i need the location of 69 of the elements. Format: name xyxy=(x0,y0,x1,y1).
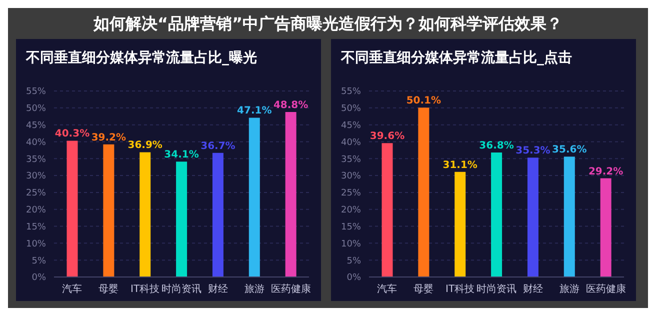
data-label: 36.8% xyxy=(479,140,514,152)
data-label: 35.3% xyxy=(516,146,550,157)
y-tick-label: 30% xyxy=(26,172,46,182)
y-tick-label: 20% xyxy=(340,206,362,216)
data-label: 40.3% xyxy=(54,128,90,140)
x-tick-label: 旅游 xyxy=(244,283,264,296)
bar xyxy=(140,152,151,277)
x-tick-label: 时尚资讯 xyxy=(476,283,516,296)
bar xyxy=(103,144,114,277)
y-tick-label: 20% xyxy=(26,206,46,216)
bar xyxy=(382,143,393,277)
y-tick-label: 25% xyxy=(26,188,46,199)
x-tick-label: 汽车 xyxy=(62,283,82,296)
bar xyxy=(454,172,466,277)
y-tick-label: 55% xyxy=(340,87,362,98)
x-tick-label: 财经 xyxy=(522,283,543,296)
data-label: 39.6% xyxy=(370,131,405,142)
y-tick-label: 50% xyxy=(340,104,362,114)
data-label: 31.1% xyxy=(442,160,478,171)
bar xyxy=(66,140,78,277)
y-tick-label: 10% xyxy=(340,239,362,250)
data-label: 50.1% xyxy=(406,96,442,107)
y-tick-label: 0% xyxy=(346,273,362,284)
y-tick-label: 40% xyxy=(340,138,362,148)
bar xyxy=(491,152,502,277)
x-tick-label: 医药健康 xyxy=(586,283,626,296)
y-tick-label: 15% xyxy=(340,222,362,232)
x-tick-label: 时尚资讯 xyxy=(162,283,202,296)
y-tick-label: 40% xyxy=(26,138,46,148)
bar xyxy=(527,158,538,277)
y-tick-label: 45% xyxy=(340,121,362,132)
y-tick-label: 0% xyxy=(32,273,46,284)
bar xyxy=(600,178,612,277)
x-tick-label: 财经 xyxy=(208,283,228,296)
x-tick-label: 母婴 xyxy=(98,283,119,296)
data-label: 34.1% xyxy=(164,150,199,161)
x-tick-label: 母婴 xyxy=(414,283,434,296)
bar xyxy=(212,152,224,277)
text: 如何解决“品牌营销”中广告商曝光造假行为？如何科学评估效果？ xyxy=(92,13,564,35)
data-label: 39.2% xyxy=(91,132,126,144)
y-tick-label: 25% xyxy=(340,188,362,199)
x-tick-label: 医药健康 xyxy=(270,283,311,296)
y-tick-label: 55% xyxy=(26,87,46,98)
y-tick-label: 30% xyxy=(340,172,362,182)
bar xyxy=(564,156,575,277)
data-label: 36.7% xyxy=(200,140,236,152)
y-tick-label: 35% xyxy=(340,154,362,165)
y-tick-label: 50% xyxy=(26,104,46,114)
data-label: 47.1% xyxy=(237,106,272,117)
chart-title: 不同垂直细分媒体异常流量占比_曝光 xyxy=(24,48,258,68)
bar xyxy=(418,108,430,277)
y-tick-label: 35% xyxy=(26,154,46,165)
y-tick-label: 15% xyxy=(26,222,46,232)
bar xyxy=(285,112,296,277)
y-tick-label: 5% xyxy=(346,256,362,266)
x-tick-label: 旅游 xyxy=(559,283,580,296)
x-tick-label: IT科技 xyxy=(446,283,475,296)
chart-title: 不同垂直细分媒体异常流量占比_点击 xyxy=(340,48,573,68)
y-tick-label: 5% xyxy=(32,256,46,266)
x-tick-label: IT科技 xyxy=(130,283,160,296)
x-tick-label: 汽车 xyxy=(377,283,398,296)
data-label: 48.8% xyxy=(273,100,308,111)
data-label: 36.9% xyxy=(128,140,162,152)
y-tick-label: 45% xyxy=(26,121,46,132)
data-label: 35.6% xyxy=(552,144,587,156)
data-label: 29.2% xyxy=(588,166,624,178)
y-tick-label: 10% xyxy=(26,239,46,250)
bar xyxy=(248,118,260,277)
bar xyxy=(176,162,188,277)
